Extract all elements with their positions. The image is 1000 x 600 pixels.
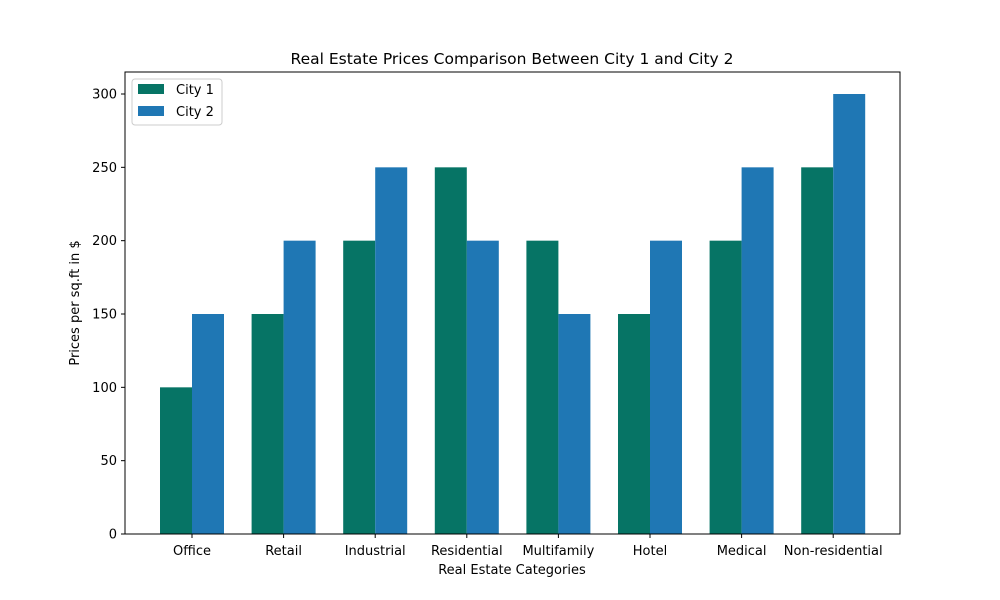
y-axis-label: Prices per sq.ft in $	[68, 240, 83, 365]
legend-swatch-2	[138, 106, 164, 116]
x-tick-label: Industrial	[345, 544, 406, 559]
bar-1-multifamily	[526, 240, 559, 534]
y-tick-label: 0	[109, 528, 117, 543]
bars-group	[160, 94, 866, 535]
legend: City 1 City 2	[131, 78, 223, 126]
bar-2-residential	[466, 240, 499, 534]
plot-area	[125, 72, 900, 534]
x-tick-label: Retail	[265, 544, 302, 559]
legend-label-1: City 1	[176, 83, 214, 98]
bar-1-industrial	[343, 240, 376, 534]
bar-1-retail	[251, 314, 284, 534]
x-axis-label: Real Estate Categories	[438, 563, 586, 578]
bar-2-multifamily	[558, 314, 591, 534]
y-tick-label: 100	[92, 381, 117, 396]
x-tick-label: Medical	[717, 544, 767, 559]
x-tick-label: Office	[173, 544, 211, 559]
bar-1-medical	[709, 240, 742, 534]
y-tick-label: 50	[100, 454, 117, 469]
x-tick-label: Multifamily	[522, 544, 594, 559]
y-axis: 0 50 100 150 200 250 300	[92, 88, 125, 543]
bar-1-non-residential	[801, 167, 834, 535]
bar-2-retail	[283, 240, 316, 534]
chart-title: Real Estate Prices Comparison Between Ci…	[291, 50, 734, 68]
y-tick-label: 150	[92, 308, 117, 323]
x-axis: Office Retail Industrial Residential Multifa…	[173, 534, 883, 559]
bar-2-office	[192, 314, 224, 534]
legend-label-2: City 2	[176, 105, 214, 120]
y-tick-label: 250	[92, 161, 117, 176]
y-tick-label: 200	[92, 234, 117, 249]
bar-1-office	[160, 387, 192, 534]
bar-1-residential	[434, 167, 467, 535]
bar-2-non-residential	[833, 94, 866, 534]
x-tick-label: Non-residential	[784, 544, 883, 559]
bar-1-hotel	[618, 314, 650, 534]
plot-frame	[124, 71, 901, 535]
y-tick-label: 300	[92, 88, 117, 103]
bar-2-medical	[741, 167, 774, 535]
bar-2-industrial	[375, 167, 408, 535]
legend-swatch-1	[138, 84, 164, 94]
x-tick-label: Hotel	[633, 544, 667, 559]
bar-2-hotel	[650, 240, 682, 534]
x-tick-label: Residential	[431, 544, 503, 559]
